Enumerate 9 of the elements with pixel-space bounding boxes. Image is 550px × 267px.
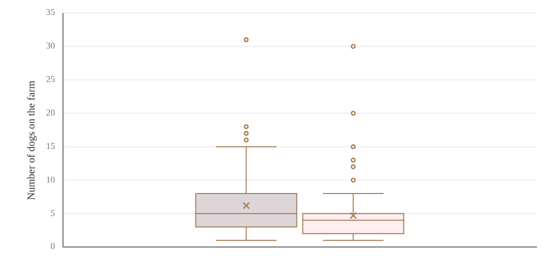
y-tick-label: 15 [46,140,56,151]
y-axis-title: Number of dogs on the farm [26,80,38,200]
y-tick-label: 20 [46,107,56,118]
y-tick-label: 0 [50,241,56,252]
y-tick-label: 5 [50,208,56,218]
y-tick-label: 35 [46,7,56,18]
y-tick-label: 30 [46,40,56,51]
y-tick-label: 25 [46,74,56,84]
y-tick-label: 10 [46,174,56,184]
